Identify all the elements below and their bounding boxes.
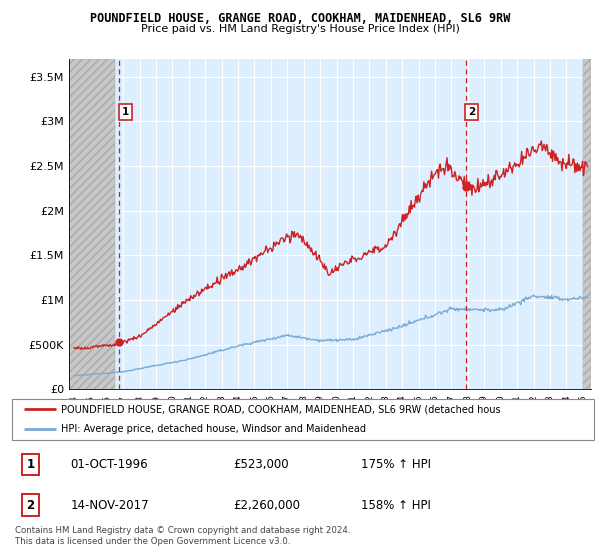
Text: 2: 2 [26, 498, 35, 511]
Text: 158% ↑ HPI: 158% ↑ HPI [361, 498, 431, 511]
Text: 01-OCT-1996: 01-OCT-1996 [70, 459, 148, 472]
Bar [583, 59, 591, 389]
Bar [69, 59, 115, 389]
Text: HPI: Average price, detached house, Windsor and Maidenhead: HPI: Average price, detached house, Wind… [61, 424, 367, 434]
Text: 1: 1 [26, 459, 35, 472]
Text: £523,000: £523,000 [233, 459, 289, 472]
Text: POUNDFIELD HOUSE, GRANGE ROAD, COOKHAM, MAIDENHEAD, SL6 9RW (detached hous: POUNDFIELD HOUSE, GRANGE ROAD, COOKHAM, … [61, 404, 501, 414]
Text: 1: 1 [122, 106, 129, 116]
Text: POUNDFIELD HOUSE, GRANGE ROAD, COOKHAM, MAIDENHEAD, SL6 9RW: POUNDFIELD HOUSE, GRANGE ROAD, COOKHAM, … [90, 12, 510, 25]
Text: £2,260,000: £2,260,000 [233, 498, 300, 511]
Text: 14-NOV-2017: 14-NOV-2017 [70, 498, 149, 511]
FancyBboxPatch shape [12, 399, 594, 440]
Text: 2: 2 [468, 106, 475, 116]
Text: Price paid vs. HM Land Registry's House Price Index (HPI): Price paid vs. HM Land Registry's House … [140, 24, 460, 34]
Text: 175% ↑ HPI: 175% ↑ HPI [361, 459, 431, 472]
Text: Contains HM Land Registry data © Crown copyright and database right 2024.
This d: Contains HM Land Registry data © Crown c… [15, 526, 350, 546]
